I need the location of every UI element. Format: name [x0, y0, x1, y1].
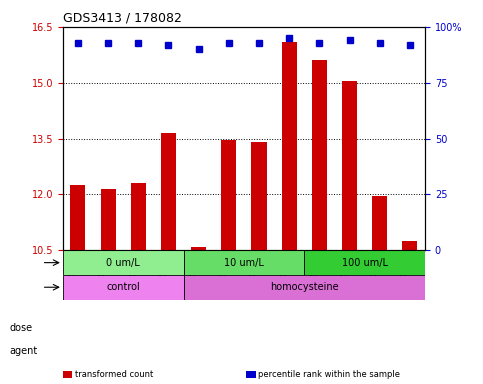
Bar [131, 183, 146, 250]
Bar [161, 133, 176, 250]
Text: dose: dose [10, 323, 33, 333]
Text: homocysteine: homocysteine [270, 282, 339, 292]
Bar [252, 142, 267, 250]
Text: transformed count: transformed count [75, 370, 153, 379]
Text: percentile rank within the sample: percentile rank within the sample [258, 370, 400, 379]
Text: GDS3413 / 178082: GDS3413 / 178082 [63, 11, 182, 24]
Bar [342, 81, 357, 250]
FancyBboxPatch shape [63, 250, 184, 275]
Bar [221, 141, 236, 250]
Bar [402, 241, 417, 250]
Bar [191, 247, 206, 250]
Text: 0 um/L: 0 um/L [106, 258, 140, 268]
Bar [372, 196, 387, 250]
Bar [71, 185, 85, 250]
Text: agent: agent [10, 346, 38, 356]
FancyBboxPatch shape [63, 275, 184, 300]
FancyBboxPatch shape [184, 250, 304, 275]
Text: 10 um/L: 10 um/L [224, 258, 264, 268]
FancyBboxPatch shape [184, 275, 425, 300]
Bar [312, 60, 327, 250]
Text: control: control [106, 282, 140, 292]
Bar [100, 189, 115, 250]
Text: 100 um/L: 100 um/L [341, 258, 388, 268]
FancyBboxPatch shape [304, 250, 425, 275]
Bar [282, 42, 297, 250]
